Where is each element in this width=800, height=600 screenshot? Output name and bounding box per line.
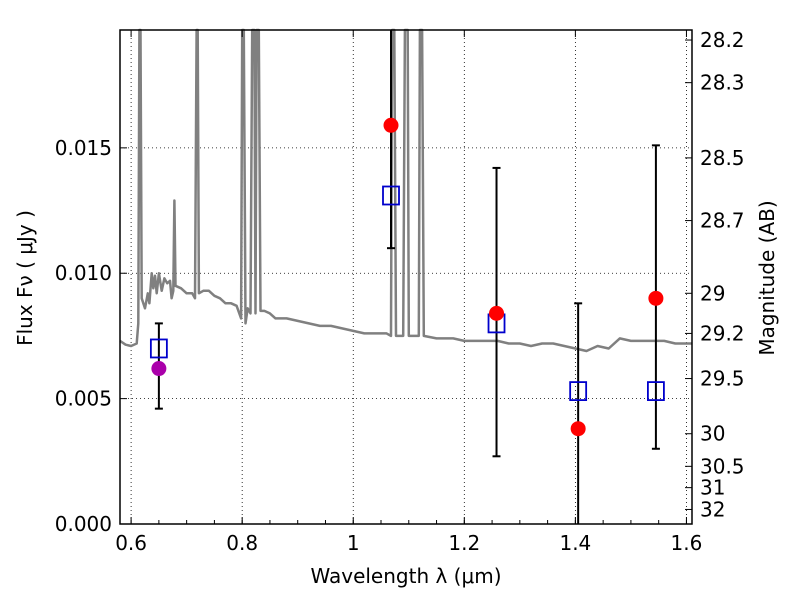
observed-flux-point [570,421,586,437]
y2-tick-label: 28.3 [700,71,745,95]
y-tick-label: 0.000 [55,512,112,536]
axis-ticks-layer: 0.6 0.8 1 1.2 1.4 1.6 0.000 0.005 0.010 0.015 28.2… [55,28,745,555]
observed-flux-point-special [151,361,167,377]
observed-flux-point [489,305,505,321]
y2-tick-label: 28.5 [700,146,745,170]
x-axis-label: Wavelength λ (μm) [310,564,501,588]
observed-flux-point [648,290,664,306]
y2-tick-label: 29.2 [700,321,745,345]
model-photometry-square [382,185,400,206]
x-tick-label: 1.6 [671,531,703,555]
y2-tick-label: 30 [700,422,725,446]
y2-tick-label: 31 [700,476,725,500]
y2-axis-label: Magnitude (AB) [755,200,779,355]
y2-tick-label: 28.2 [700,28,745,52]
data-points-layer [149,117,665,437]
model-photometry-square [647,381,665,401]
model-photometry-square [569,381,588,401]
y-axis-label: Flux Fν ( μJy ) [13,210,37,346]
y2-tick-label: 30.5 [700,454,745,478]
observed-flux-point [383,117,399,133]
model-photometry-square [149,338,168,359]
model-spectrum-layer [119,28,692,353]
y-tick-label: 0.015 [55,136,112,160]
x-tick-label: 0.6 [115,531,147,555]
x-tick-label: 1 [347,531,360,555]
x-tick-label: 0.8 [226,531,258,555]
y2-tick-label: 32 [700,497,725,521]
x-tick-label: 1.2 [448,531,480,555]
model-spectrum-line [119,28,692,353]
y-tick-label: 0.010 [55,261,112,285]
grid-lines [120,30,692,525]
y2-tick-label: 29.5 [700,367,745,391]
plot-frame [119,29,693,525]
y-tick-label: 0.005 [55,387,112,411]
y2-tick-label: 28.7 [700,209,745,233]
x-tick-label: 1.4 [559,531,591,555]
y2-tick-label: 29 [700,281,725,305]
